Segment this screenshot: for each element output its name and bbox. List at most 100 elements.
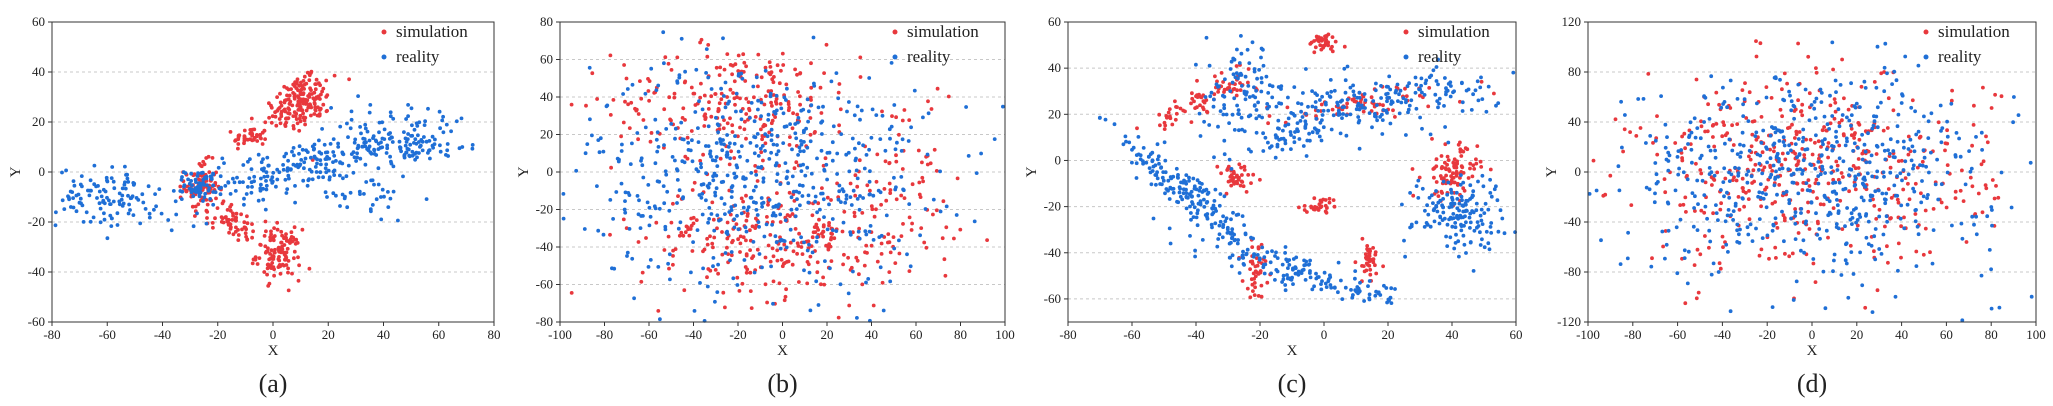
scatter-point-simulation: [857, 158, 862, 163]
scatter-point-reality: [743, 184, 747, 189]
scatter-point-reality: [816, 303, 821, 307]
scatter-point-simulation: [685, 156, 690, 161]
scatter-point-reality: [1845, 139, 1849, 144]
scatter-point-simulation: [253, 255, 258, 260]
scatter-point-reality: [351, 150, 356, 155]
scatter-point-simulation: [290, 271, 294, 276]
scatter-point-reality: [847, 100, 851, 104]
scatter-point-simulation: [1680, 156, 1684, 160]
scatter-point-simulation: [882, 187, 887, 191]
scatter-point-reality: [1426, 212, 1431, 217]
scatter-point-simulation: [1866, 149, 1871, 154]
scatter-point-reality: [96, 184, 100, 188]
scatter-point-reality: [438, 126, 442, 131]
scatter-point-reality: [325, 195, 329, 199]
scatter-point-simulation: [236, 146, 240, 151]
scatter-point-reality: [795, 197, 799, 202]
scatter-point-reality: [803, 173, 808, 178]
scatter-point-reality: [847, 169, 852, 174]
scatter-point-reality: [767, 157, 772, 161]
scatter-point-reality: [1188, 192, 1192, 197]
scatter-point-reality: [1388, 87, 1393, 92]
scatter-point-reality: [1733, 201, 1738, 206]
scatter-point-reality: [1317, 134, 1322, 139]
scatter-point-reality: [1262, 271, 1267, 276]
scatter-point-reality: [756, 98, 760, 103]
scatter-point-reality: [1727, 137, 1732, 142]
scatter-point-reality: [205, 183, 209, 188]
scatter-point-reality: [1716, 270, 1721, 274]
scatter-point-reality: [71, 179, 76, 184]
scatter-point-simulation: [894, 115, 898, 120]
scatter-point-reality: [1260, 115, 1264, 120]
scatter-point-simulation: [1443, 166, 1448, 171]
scatter-point-reality: [1438, 215, 1443, 220]
scatter-point-reality: [228, 192, 233, 196]
scatter-point-simulation: [894, 153, 898, 158]
scatter-point-simulation: [1333, 39, 1338, 44]
scatter-point-reality: [1483, 201, 1488, 206]
scatter-point-reality: [1764, 192, 1768, 197]
scatter-point-reality: [1298, 119, 1303, 123]
scatter-point-reality: [1484, 229, 1489, 234]
scatter-point-simulation: [272, 250, 277, 255]
scatter-point-reality: [459, 116, 464, 121]
scatter-point-reality: [1765, 147, 1769, 151]
scatter-point-reality: [675, 168, 680, 173]
scatter-point-reality: [867, 192, 872, 197]
scatter-point-reality: [1197, 111, 1202, 116]
scatter-point-reality: [1321, 125, 1326, 130]
scatter-point-reality: [887, 127, 892, 132]
scatter-point-reality: [1275, 269, 1280, 274]
scatter-point-simulation: [1478, 159, 1483, 164]
scatter-point-reality: [1371, 99, 1376, 103]
scatter-point-simulation: [775, 258, 780, 263]
scatter-point-reality: [771, 142, 776, 147]
scatter-point-reality: [707, 217, 711, 221]
scatter-point-reality: [1184, 206, 1189, 211]
scatter-point-simulation: [1731, 143, 1736, 147]
scatter-point-reality: [843, 200, 848, 205]
scatter-point-reality: [643, 91, 648, 96]
scatter-point-reality: [1699, 153, 1704, 158]
scatter-point-reality: [287, 176, 291, 181]
scatter-point-reality: [1379, 96, 1383, 100]
scatter-point-reality: [1151, 216, 1156, 221]
scatter-point-simulation: [761, 158, 765, 163]
scatter-point-simulation: [1826, 181, 1831, 186]
scatter-point-reality: [774, 161, 779, 166]
scatter-point-reality: [1291, 266, 1295, 271]
scatter-point-simulation: [830, 232, 834, 236]
scatter-point-reality: [1835, 203, 1840, 208]
scatter-point-simulation: [250, 222, 254, 227]
scatter-point-reality: [1274, 104, 1279, 109]
scatter-point-simulation: [1793, 207, 1797, 211]
scatter-point-reality: [808, 139, 813, 144]
scatter-point-simulation: [1342, 44, 1347, 49]
scatter-point-reality: [332, 153, 337, 158]
scatter-point-reality: [1414, 82, 1419, 87]
scatter-point-reality: [307, 177, 311, 182]
scatter-point-reality: [906, 139, 911, 143]
scatter-point-reality: [1433, 92, 1438, 97]
scatter-point-reality: [1843, 143, 1848, 148]
scatter-point-simulation: [1629, 203, 1634, 208]
scatter-point-reality: [1448, 94, 1453, 99]
scatter-point-reality: [719, 141, 724, 146]
scatter-point-simulation: [1684, 210, 1688, 214]
scatter-point-reality: [132, 181, 137, 186]
scatter-point-simulation: [735, 95, 739, 100]
scatter-point-simulation: [855, 258, 860, 263]
scatter-point-reality: [697, 99, 701, 104]
scatter-point-reality: [1279, 87, 1283, 91]
scatter-point-simulation: [752, 95, 756, 100]
scatter-point-reality: [332, 173, 337, 178]
scatter-point-simulation: [1747, 189, 1751, 193]
scatter-point-reality: [1235, 47, 1239, 52]
scatter-point-reality: [1908, 137, 1913, 142]
scatter-point-reality: [1380, 118, 1385, 122]
scatter-point-reality: [191, 224, 196, 229]
scatter-point-simulation: [1913, 181, 1918, 186]
scatter-point-reality: [1757, 217, 1762, 222]
scatter-point-reality: [1817, 227, 1822, 231]
